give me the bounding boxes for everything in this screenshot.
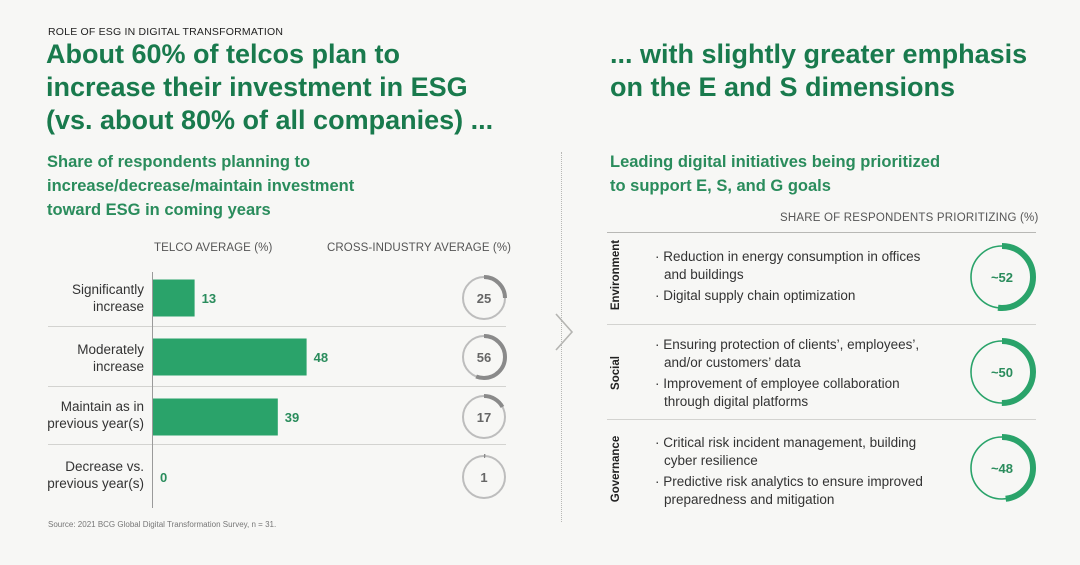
right-subtitle-line-2: to support E, S, and G goals	[610, 177, 831, 195]
rings-group: ~52 ~50 ~48	[968, 243, 1036, 502]
priority-ring-value: ~48	[991, 461, 1013, 476]
telco-column-header: TELCO AVERAGE (%)	[154, 242, 273, 254]
category-label-maintain: Maintain as in previous year(s)	[47, 399, 144, 431]
cross-industry-ring-arc	[461, 454, 507, 500]
right-subtitle-line-1: Leading digital initiatives being priori…	[610, 153, 941, 171]
cross-industry-value-label: 1	[480, 470, 487, 485]
category-label-significantly-increase: Significantly increase	[71, 282, 144, 314]
share-column-header: SHARE OF RESPONDENTS PRIORITIZING (%)	[780, 212, 1039, 224]
dimension-divider-top	[607, 232, 1036, 233]
cross-industry-rings-group: 25 56 17 1	[461, 275, 507, 500]
priority-ring-value: ~50	[991, 365, 1013, 380]
category-label-moderately-increase: Moderately increase	[77, 342, 144, 374]
cross-industry-ring-arc	[461, 334, 507, 380]
telco-bar	[153, 398, 278, 436]
telco-value-label: 48	[314, 350, 328, 365]
telco-bar-chart: 13 48 39 0 25 56 17 1	[152, 272, 507, 508]
dimension-divider	[607, 419, 1036, 420]
telco-value-label: 0	[160, 470, 167, 485]
priority-ring-value: ~52	[991, 270, 1013, 285]
column-divider	[561, 152, 562, 522]
source-note: Source: 2021 BCG Global Digital Transfor…	[48, 520, 277, 529]
cross-industry-value-label: 25	[477, 291, 491, 306]
left-headline-line-3: (vs. about 80% of all companies) ...	[46, 105, 494, 135]
governance-bullet-1: Critical risk incident management, build…	[655, 434, 934, 470]
left-subtitle-line-3: toward ESG in coming years	[47, 201, 271, 219]
priority-ring-arc	[968, 434, 1036, 502]
row-divider	[48, 444, 506, 445]
chevron-right-icon	[555, 313, 574, 351]
left-subtitle-line-1: Share of respondents planning to	[47, 153, 311, 171]
row-divider	[48, 386, 506, 387]
left-subtitle: Share of respondents planning to increas…	[47, 150, 447, 222]
telco-value-label: 39	[285, 410, 299, 425]
left-headline-line-2: increase their investment in ESG	[46, 72, 468, 102]
right-headline-line-1: ... with slightly greater emphasis	[610, 39, 1028, 69]
left-subtitle-line-2: increase/decrease/maintain investment	[47, 177, 355, 195]
cross-industry-column-header: CROSS-INDUSTRY AVERAGE (%)	[327, 242, 512, 254]
category-label-decrease: Decrease vs. previous year(s)	[47, 459, 144, 491]
right-headline-line-2: on the E and S dimensions	[610, 72, 956, 102]
social-bullet-2: Improvement of employee collaboration th…	[655, 375, 934, 411]
right-subtitle: Leading digital initiatives being priori…	[610, 150, 1030, 198]
social-bullet-1: Ensuring protection of clients’, employe…	[655, 336, 934, 372]
left-headline-line-1: About 60% of telcos plan to	[46, 39, 401, 69]
cross-industry-ring-arc	[461, 394, 507, 440]
priority-ring-arc	[968, 243, 1036, 311]
dimension-divider	[607, 324, 1036, 325]
environment-bullet-1: Reduction in energy consumption in offic…	[655, 248, 934, 284]
telco-bar	[153, 338, 307, 376]
priority-ring-arc	[968, 338, 1036, 406]
cross-industry-value-label: 56	[477, 350, 491, 365]
dimension-label-governance: Governance	[610, 435, 622, 503]
telco-bar	[153, 279, 195, 317]
cross-industry-value-label: 17	[477, 410, 491, 425]
telco-value-label: 13	[202, 291, 216, 306]
environment-bullet-2: Digital supply chain optimization	[655, 287, 934, 305]
cross-industry-ring-arc	[461, 275, 507, 321]
section-kicker: ROLE OF ESG IN DIGITAL TRANSFORMATION	[48, 26, 284, 38]
prioritization-rings: ~52 ~50 ~48	[968, 243, 1036, 502]
governance-bullet-2: Predictive risk analytics to ensure impr…	[655, 473, 934, 509]
row-divider	[48, 326, 506, 327]
bars-group: 13 48 39 0	[153, 279, 328, 485]
right-headline: ... with slightly greater emphasis on th…	[610, 38, 1070, 104]
left-headline: About 60% of telcos plan to increase the…	[46, 38, 566, 137]
